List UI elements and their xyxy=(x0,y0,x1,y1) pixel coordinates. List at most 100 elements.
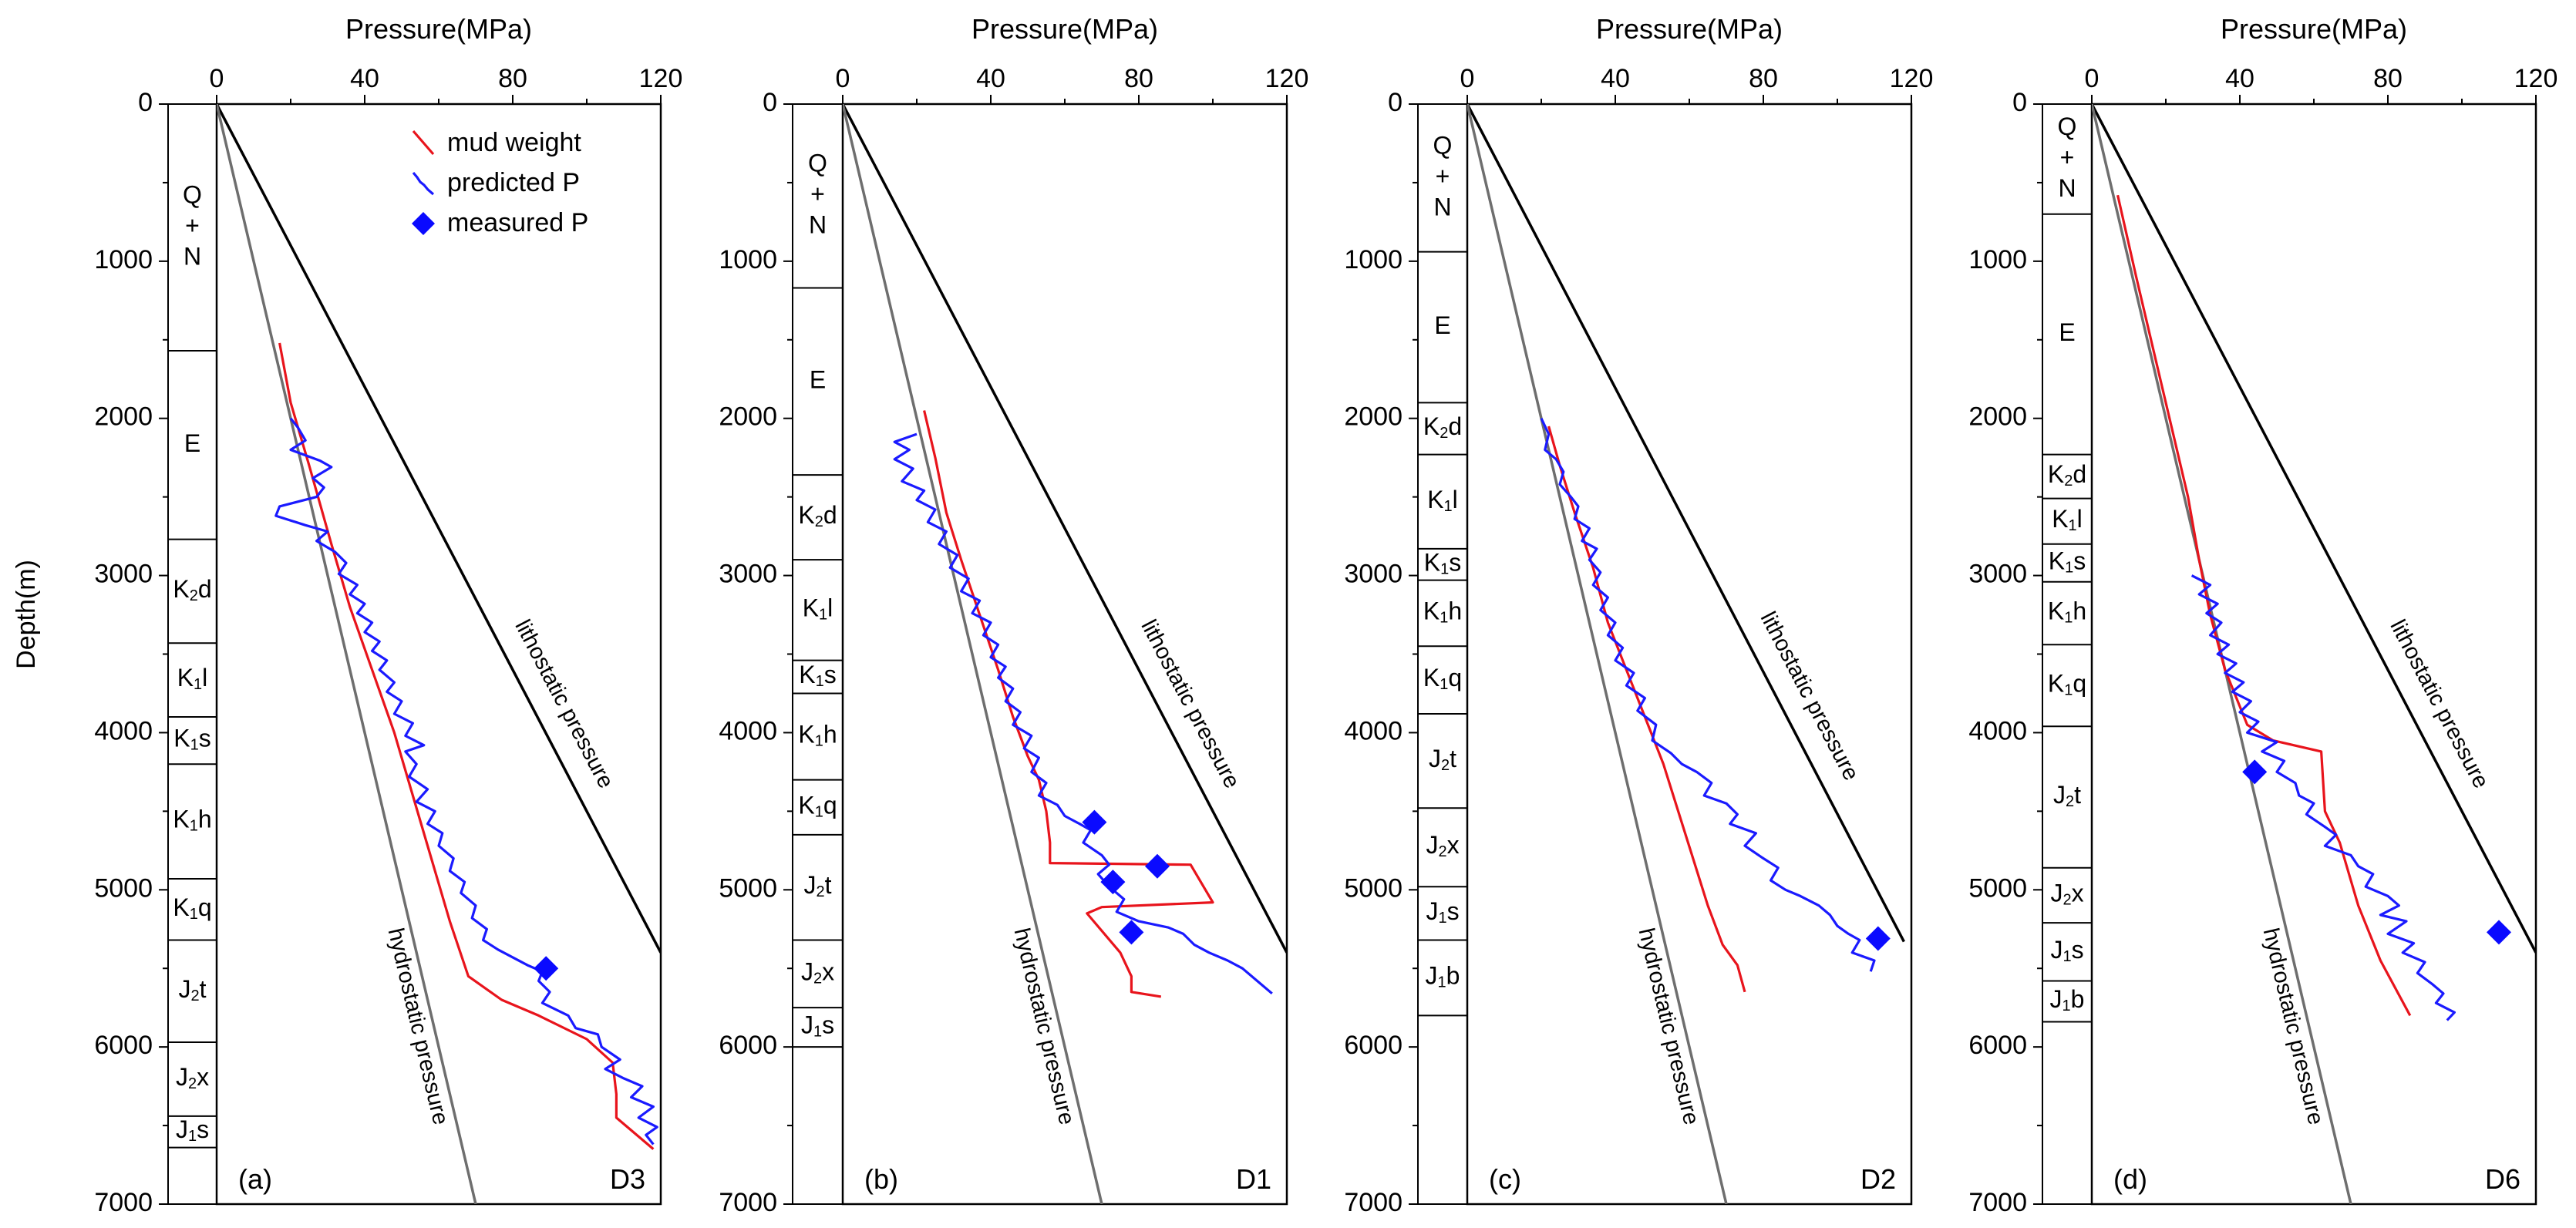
panel-label: (a) xyxy=(238,1163,272,1195)
x-axis-title: Pressure(MPa) xyxy=(2221,13,2407,45)
stratum-label-3: K1l xyxy=(177,664,208,694)
stratum-label-7: J2t xyxy=(178,975,206,1004)
lithostatic-line xyxy=(1467,104,1905,943)
well-label: D1 xyxy=(1236,1163,1271,1195)
y-tick-label: 0 xyxy=(2012,88,2027,117)
panel-d2: Pressure(MPa) Q + N E K2d K1l K1s K1h K1q J2t J2x J1… xyxy=(1344,13,1933,1217)
x-tick-label: 120 xyxy=(639,64,683,93)
stratum-label-0-part: + xyxy=(185,211,200,239)
x-tick-label: 40 xyxy=(2225,64,2254,93)
y-tick-label: 5000 xyxy=(719,873,777,903)
y-tick-label: 7000 xyxy=(1344,1188,1402,1217)
legend: mud weight predicted P measured P xyxy=(412,128,588,237)
stratum-label-2: K2d xyxy=(1423,412,1462,442)
well-label: D6 xyxy=(2485,1163,2520,1195)
predicted-pressure-series xyxy=(1540,418,1876,972)
x-tick-label: 0 xyxy=(2085,64,2100,93)
hydrostatic-line xyxy=(843,104,1103,1204)
lithostatic-line xyxy=(843,104,1287,954)
legend-mud-weight-swatch xyxy=(412,130,435,156)
strata-column: Q + N E K2d K1l K1s K1h K1q J2t J2x J1s J1b xyxy=(2042,103,2093,1205)
shared-ylabel: Depth(m) xyxy=(12,560,41,669)
stratum-label-0-part: + xyxy=(2060,143,2075,171)
hydrostatic-line xyxy=(217,104,477,1204)
stratum-label-8: J2x xyxy=(2050,880,2083,909)
strata-column: Q + N E K2d K1l K1s K1h K1q J2t J2x J1s J1b xyxy=(1417,103,1468,1205)
stratum-label-6: K1q xyxy=(173,893,211,923)
y-tick-label: 3000 xyxy=(719,560,777,589)
stratum-label-6: K1q xyxy=(2048,670,2086,699)
x-tick-label: 40 xyxy=(1601,64,1630,93)
plot-area xyxy=(843,104,1287,1204)
stratum-label-0-part: Q xyxy=(2058,113,2077,140)
stratum-label-2: K2d xyxy=(173,575,211,604)
well-label: D2 xyxy=(1860,1163,1896,1195)
y-tick-label: 2000 xyxy=(1968,402,2027,432)
x-tick-label: 120 xyxy=(1265,64,1309,93)
x-tick-label: 40 xyxy=(350,64,379,93)
y-tick-label: 1000 xyxy=(1968,245,2027,274)
x-tick-label: 120 xyxy=(2514,64,2558,93)
plot-area xyxy=(217,104,661,1204)
stratum-label-7: J2t xyxy=(803,872,831,901)
measured-pressure-point xyxy=(2487,920,2511,945)
stratum-label-9: J1s xyxy=(176,1116,209,1146)
stratum-label-5: K1h xyxy=(798,721,837,750)
stratum-label-0-part: Q xyxy=(183,180,202,208)
lithostatic-line xyxy=(217,104,661,954)
y-tick-label: 1000 xyxy=(719,245,777,274)
stratum-label-0-part: N xyxy=(1433,193,1451,220)
x-tick-label: 0 xyxy=(210,64,224,93)
y-tick-label: 5000 xyxy=(94,873,153,903)
y-tick-label: 6000 xyxy=(1344,1031,1402,1060)
stratum-label-0-part: N xyxy=(184,242,201,270)
x-tick-label: 120 xyxy=(1890,64,1934,93)
stratum-label-0-part: + xyxy=(810,180,825,208)
predicted-pressure-series xyxy=(2190,574,2456,1021)
stratum-label-1: E xyxy=(184,429,200,457)
legend-measured-swatch xyxy=(412,212,435,235)
panel-label: (b) xyxy=(864,1163,898,1195)
stratum-label-10: J1b xyxy=(2050,985,2085,1014)
y-tick-label: 3000 xyxy=(1968,560,2027,589)
y-tick-label: 4000 xyxy=(719,716,777,745)
strata-column-frame xyxy=(1417,103,1468,1205)
stratum-label-0-part: + xyxy=(1436,162,1450,190)
mud-weight-series xyxy=(2116,194,2412,1017)
x-tick-label: 40 xyxy=(976,64,1005,93)
lithostatic-line xyxy=(2092,104,2536,954)
stratum-label-9: J1s xyxy=(2050,936,2083,965)
y-tick-label: 2000 xyxy=(94,402,153,432)
stratum-label-7: J2t xyxy=(1429,745,1456,775)
panel-label: (c) xyxy=(1489,1163,1521,1195)
stratum-label-9: J1s xyxy=(801,1011,834,1041)
y-tick-label: 6000 xyxy=(1968,1031,2027,1060)
stratum-label-1: E xyxy=(810,365,826,393)
y-tick-label: 2000 xyxy=(719,402,777,432)
stratum-label-0-part: N xyxy=(809,211,827,239)
stratum-label-6: K1q xyxy=(798,792,837,821)
x-axis-title: Pressure(MPa) xyxy=(345,13,532,45)
stratum-label-2: K2d xyxy=(2048,461,2086,490)
y-tick-label: 5000 xyxy=(1344,873,1402,903)
stratum-label-5: K1h xyxy=(1423,597,1462,627)
stratum-label-1: E xyxy=(1434,311,1450,339)
legend-mud-weight-label: mud weight xyxy=(447,128,581,157)
y-tick-label: 5000 xyxy=(1968,873,2027,903)
x-tick-label: 0 xyxy=(836,64,850,93)
y-tick-label: 2000 xyxy=(1344,402,1402,432)
panel-d1: Pressure(MPa) Q + N E K2d K1l K1s K1h K1q J2t J2x J1… xyxy=(719,13,1308,1217)
measured-pressure-point xyxy=(1119,920,1144,945)
legend-predicted-label: predicted P xyxy=(447,168,580,197)
panels: Pressure(MPa) Q + N E K2d K1l K1s K1h K1q J2t J2x J1… xyxy=(94,13,2557,1217)
plot-frame xyxy=(1466,103,1913,1206)
stratum-label-8: J2x xyxy=(1426,832,1459,861)
x-axis-title: Pressure(MPa) xyxy=(971,13,1158,45)
stratum-label-3: K1l xyxy=(803,594,833,624)
y-tick-label: 6000 xyxy=(94,1031,153,1060)
plot-frame xyxy=(2090,103,2537,1206)
y-tick-label: 7000 xyxy=(94,1188,153,1217)
y-tick-label: 0 xyxy=(1388,88,1402,117)
x-tick-label: 80 xyxy=(1124,64,1153,93)
